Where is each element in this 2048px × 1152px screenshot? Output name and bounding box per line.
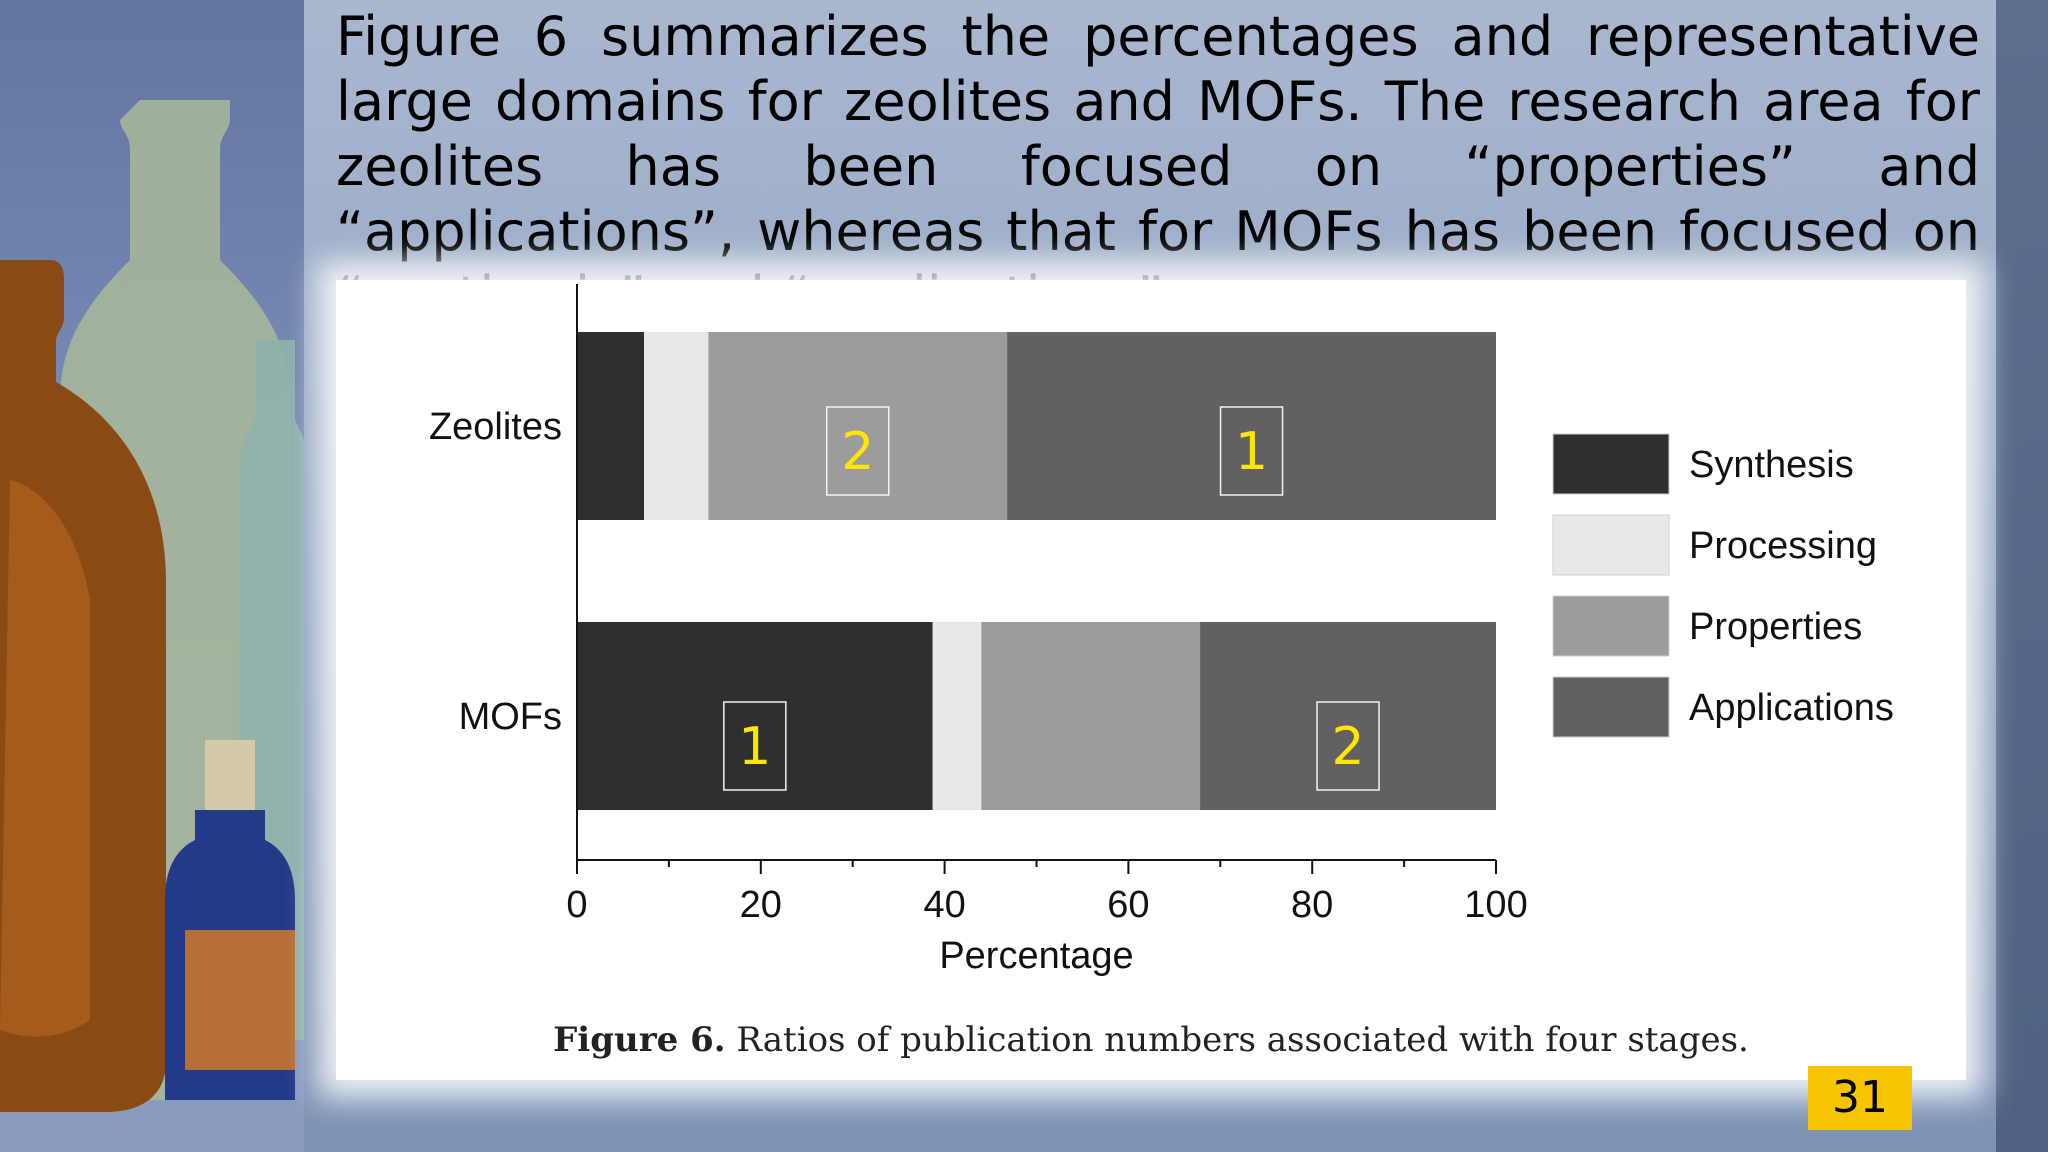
rank-badge-mofs-applications: 2 — [1316, 701, 1380, 791]
legend-swatch-properties — [1552, 595, 1670, 657]
bar-mofs-processing — [932, 622, 982, 810]
legend-label-synthesis: Synthesis — [1689, 444, 1854, 486]
bar-mofs-properties — [981, 622, 1201, 810]
category-label-zeolites: Zeolites — [429, 406, 562, 448]
legend: Synthesis Processing Properties Application… — [1552, 433, 1894, 738]
rank-label: 1 — [1235, 422, 1268, 482]
rank-label: 1 — [738, 717, 771, 777]
x-axis-label: Percentage — [939, 935, 1133, 977]
x-tick-label-20: 20 — [740, 884, 782, 926]
rank-label: 2 — [841, 422, 874, 482]
rank-badge-mofs-synthesis: 1 — [723, 701, 787, 791]
legend-label-properties: Properties — [1689, 606, 1862, 648]
legend-label-applications: Applications — [1689, 687, 1894, 729]
x-tick-label-0: 0 — [566, 884, 587, 926]
caption-label: Figure 6. — [553, 1020, 726, 1060]
bar-mofs-synthesis — [577, 622, 933, 810]
bars-group — [577, 332, 1496, 810]
legend-swatch-applications — [1552, 676, 1670, 738]
x-tick-label-60: 60 — [1107, 884, 1149, 926]
bottles-photo — [0, 0, 304, 1152]
legend-swatch-processing — [1552, 514, 1670, 576]
bar-zeolites-synthesis — [577, 332, 645, 520]
bottles-illustration — [0, 0, 304, 1152]
axes-group: Zeolites MOFs 0 20 40 60 80 100 Percentage — [429, 284, 1528, 977]
rank-badge-zeolites-applications: 1 — [1219, 406, 1284, 496]
bar-zeolites-processing — [644, 332, 709, 520]
legend-swatch-synthesis — [1552, 433, 1670, 495]
legend-item-synthesis: Synthesis — [1552, 433, 1854, 495]
rank-box — [1219, 406, 1284, 496]
figure-caption: Figure 6. Ratios of publication numbers … — [336, 1020, 1966, 1060]
x-tick-label-100: 100 — [1464, 884, 1527, 926]
legend-item-properties: Properties — [1552, 595, 1862, 657]
legend-label-processing: Processing — [1689, 525, 1877, 567]
bar-zeolites-properties — [708, 332, 1008, 520]
legend-item-processing: Processing — [1552, 514, 1877, 576]
rank-annotations: 2 1 1 2 — [723, 406, 1380, 791]
right-edge-strip — [1996, 0, 2048, 1152]
legend-item-applications: Applications — [1552, 676, 1894, 738]
rank-label: 2 — [1331, 717, 1364, 777]
caption-text: Ratios of publication numbers associated… — [725, 1020, 1749, 1060]
page-number-badge: 31 — [1808, 1066, 1912, 1130]
bar-mofs-applications — [1200, 622, 1496, 810]
rank-box — [826, 406, 890, 496]
x-tick-label-40: 40 — [923, 884, 965, 926]
category-label-mofs: MOFs — [459, 696, 562, 738]
rank-box — [1316, 701, 1380, 791]
x-tick-label-80: 80 — [1291, 884, 1333, 926]
rank-badge-zeolites-properties: 2 — [826, 406, 890, 496]
rank-box — [723, 701, 787, 791]
bar-zeolites-applications — [1007, 332, 1496, 520]
